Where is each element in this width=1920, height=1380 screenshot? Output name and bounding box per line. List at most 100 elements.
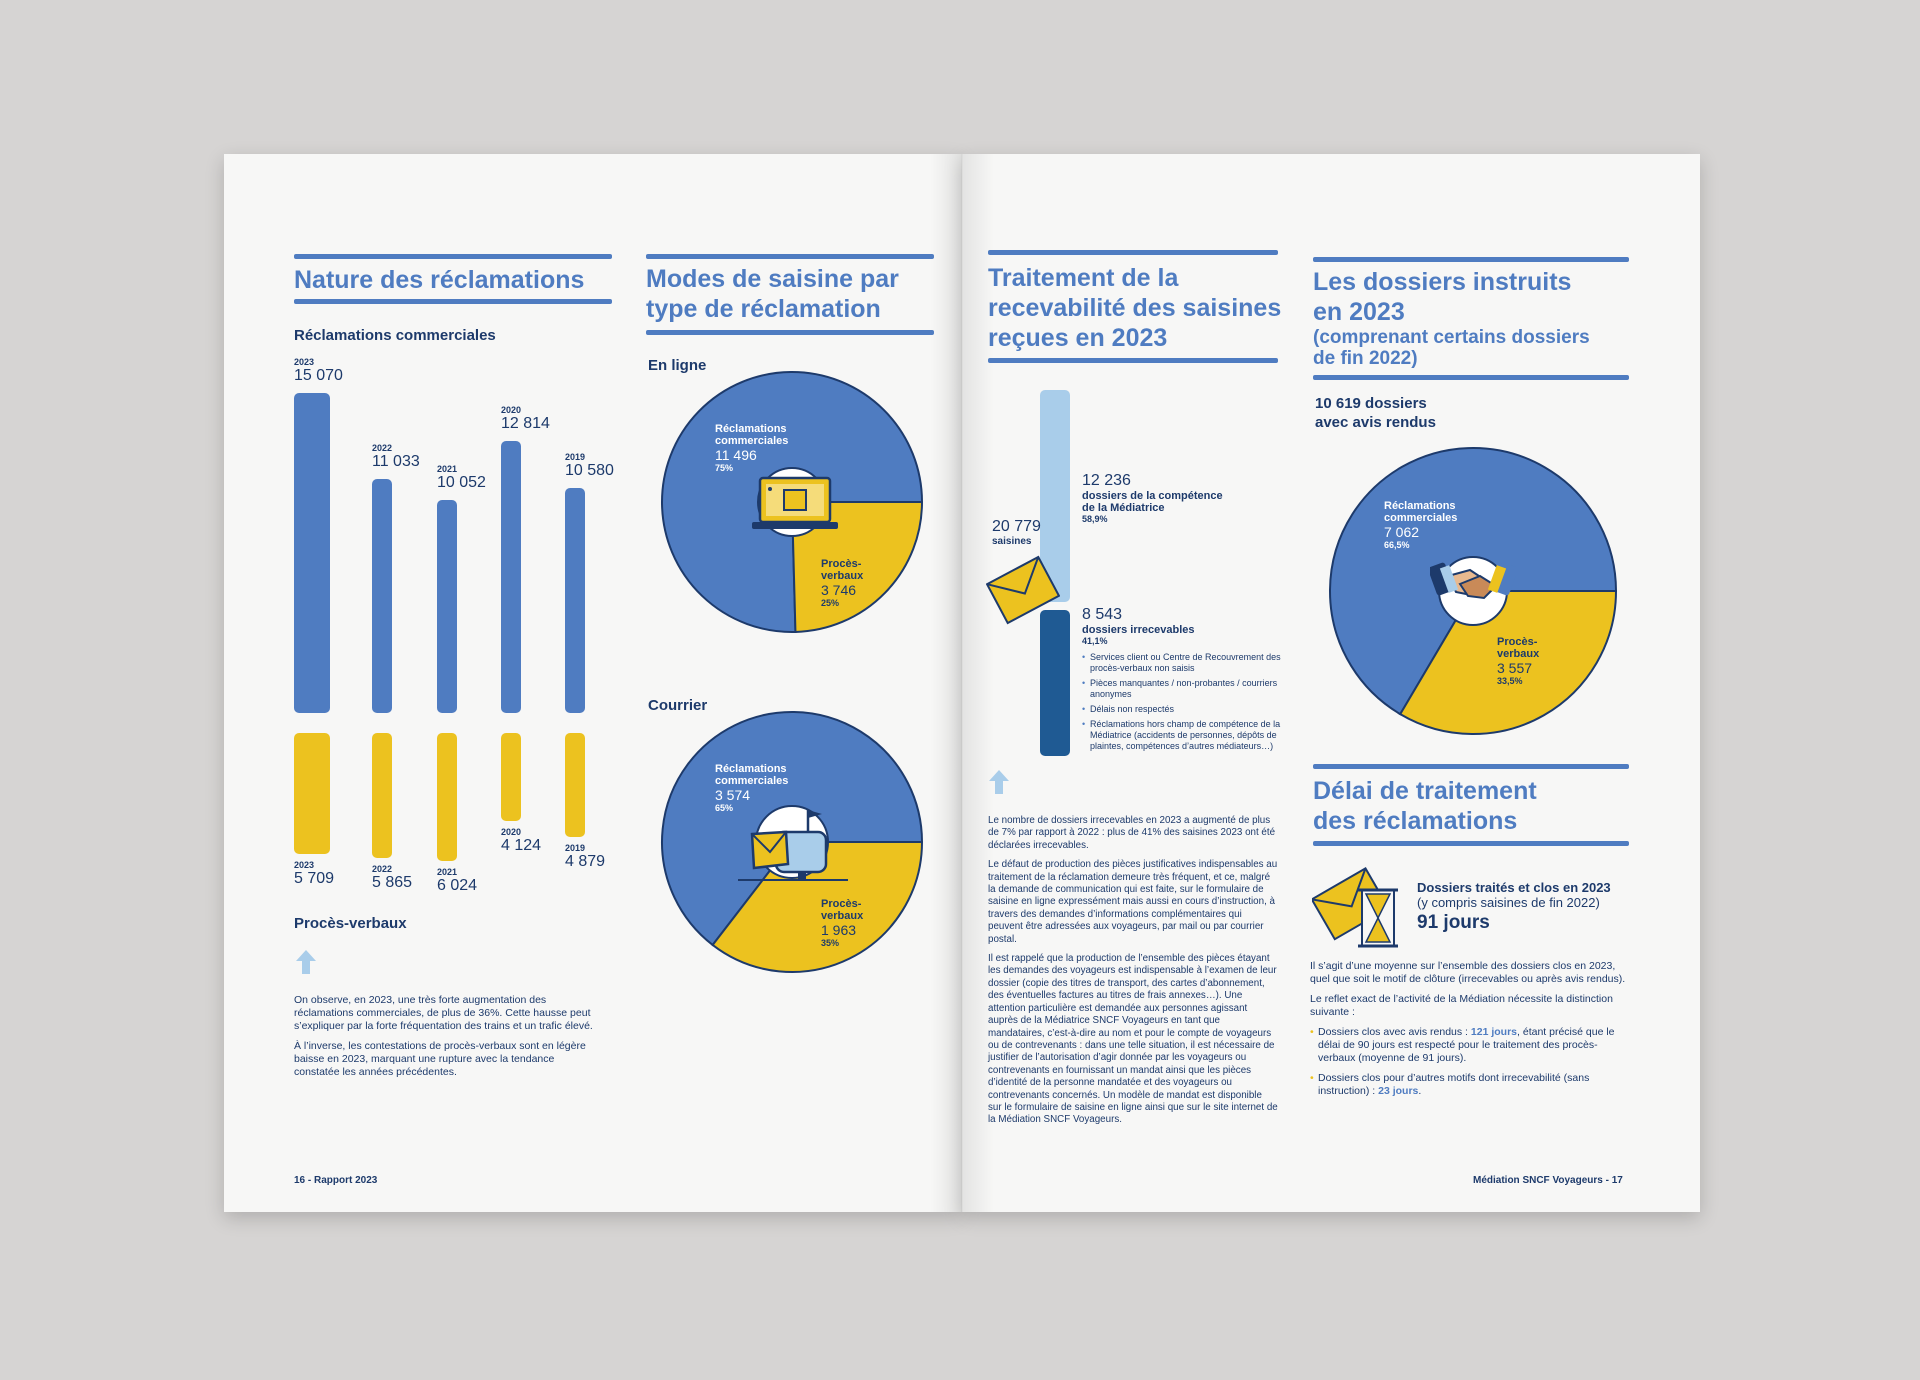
commercial-bar-value: 10 580 xyxy=(565,462,614,480)
pv-bar xyxy=(294,733,330,855)
competence-bar xyxy=(1040,390,1070,602)
delai-box-line2: (y compris saisines de fin 2022) xyxy=(1417,895,1600,910)
delai-text: Il s’agit d’une moyenne sur l’ensemble d… xyxy=(1310,960,1630,1102)
mail-pv-label-2: verbaux xyxy=(821,910,864,922)
pv-bar-year: 2021 xyxy=(437,867,458,877)
mail-pv-label-1: Procès- xyxy=(821,898,862,910)
online-pv-value: 3 746 xyxy=(821,582,857,598)
pv-bar-year: 2022 xyxy=(372,863,393,874)
commercial-bar-label: 2020 12 814 xyxy=(501,405,550,433)
nature-text: On observe, en 2023, une très forte augm… xyxy=(294,994,594,1086)
competence-value: 12 236 xyxy=(1082,472,1131,489)
dossiers-title-line1: Les dossiers instruits xyxy=(1313,268,1572,296)
online-pv-pct: 25% xyxy=(821,598,840,608)
commercial-bar xyxy=(437,499,457,713)
reason-item: Délais non respectés xyxy=(1082,704,1282,715)
delai-bullet-1-pre: Dossiers clos avec avis rendus : xyxy=(1318,1026,1471,1038)
mail-commercial-pct: 65% xyxy=(715,803,734,813)
pie-slice-pv xyxy=(711,841,924,973)
delai-title-line1: Délai de traitement xyxy=(1313,777,1537,805)
delai-bullet-2-highlight: 23 jours xyxy=(1378,1085,1419,1097)
delai-box: Dossiers traités et clos en 2023 (y comp… xyxy=(1417,880,1611,934)
irrecevable-pct: 41,1% xyxy=(1082,636,1108,646)
nature-paragraph-1: On observe, en 2023, une très forte augm… xyxy=(294,994,593,1032)
pv-bar xyxy=(565,733,585,837)
pv-bar-value: 6 024 xyxy=(437,877,478,894)
title-rule-bottom xyxy=(294,299,612,304)
pv-bar-label: 2019 4 879 xyxy=(565,843,605,871)
pv-bar xyxy=(501,733,521,821)
traitement-title: Traitement de la recevabilité des saisin… xyxy=(988,263,1281,353)
commercial-bar-year: 2019 xyxy=(565,452,586,463)
reason-item: Services client ou Centre de Recouvremen… xyxy=(1082,652,1282,674)
left-footer: 16 - Rapport 2023 xyxy=(294,1175,378,1186)
irrecevable-label: dossiers irrecevables xyxy=(1082,624,1195,636)
nature-paragraph-2: À l’inverse, les contestations de procès… xyxy=(294,1040,586,1078)
mail-pv-label: Procès- verbaux 1 963 35% xyxy=(821,898,863,948)
pv-bar-year: 2019 xyxy=(565,842,586,853)
modes-title: Modes de saisine par type de réclamation xyxy=(646,264,899,324)
nature-title: Nature des réclamations xyxy=(294,266,585,294)
dossiers-commercial-label: Réclamations commerciales 7 062 66,5% xyxy=(1384,500,1457,550)
total-value: 20 779 xyxy=(992,518,1041,535)
reason-item: Réclamations hors champ de compétence de… xyxy=(1082,719,1282,752)
commercial-bar xyxy=(294,393,330,713)
online-commercial-label-1: Réclamations xyxy=(715,423,787,435)
delai-paragraph-2: Le reflet exact de l’activité de la Médi… xyxy=(1310,993,1613,1018)
dossiers-pv-label-2: verbaux xyxy=(1497,648,1540,660)
traitement-title-line3: reçues en 2023 xyxy=(988,324,1168,352)
traitement-text: Le nombre de dossiers irrecevables en 20… xyxy=(988,815,1278,1134)
irrecevable-reasons: Services client ou Centre de Recouvremen… xyxy=(1082,652,1282,752)
irrecevable-info: 8 543 dossiers irrecevables 41,1% Servic… xyxy=(1082,606,1282,756)
delai-bullet-2-pre: Dossiers clos pour d’autres motifs dont … xyxy=(1318,1072,1590,1097)
pv-bar-label: 2023 5 709 xyxy=(294,860,334,888)
dossiers-title-line4: de fin 2022) xyxy=(1313,348,1418,369)
dossiers-title: Les dossiers instruits en 2023 (comprena… xyxy=(1313,267,1590,369)
page-gutter xyxy=(930,154,994,1212)
mail-label: Courrier xyxy=(648,697,708,714)
mail-commercial-value: 3 574 xyxy=(715,787,751,803)
traitement-rule-top xyxy=(988,250,1278,255)
handshake-icon xyxy=(1430,562,1516,600)
mail-commercial-label-1: Réclamations xyxy=(715,763,787,775)
dossiers-rule-bottom xyxy=(1313,375,1629,380)
commercial-bar-year: 2021 xyxy=(437,463,458,474)
pv-bar-label: 2021 6 024 xyxy=(437,867,477,895)
online-pv-label-2: verbaux xyxy=(821,570,864,582)
delai-box-value: 91 jours xyxy=(1417,912,1490,933)
commercial-bar-label: 2019 10 580 xyxy=(565,452,614,480)
mail-commercial-label: Réclamations commerciales 3 574 65% xyxy=(715,763,788,813)
online-label: En ligne xyxy=(648,357,707,374)
commercial-bar-label: 2021 10 052 xyxy=(437,464,486,492)
commercial-bar-value: 15 070 xyxy=(294,367,343,384)
delai-bullet-2: Dossiers clos pour d’autres motifs dont … xyxy=(1310,1072,1630,1098)
pv-bar-value: 4 879 xyxy=(565,852,606,870)
dossiers-pv-label: Procès- verbaux 3 557 33,5% xyxy=(1497,636,1539,686)
delai-title: Délai de traitement des réclamations xyxy=(1313,776,1537,836)
dossiers-count: 10 619 dossiers avec avis rendus xyxy=(1315,394,1436,432)
delai-bullet-1-post: , étant précisé que le délai de 90 jours… xyxy=(1318,1026,1615,1064)
title-rule-top xyxy=(294,254,612,259)
competence-label-1: dossiers de la compétence xyxy=(1082,490,1223,502)
dossiers-pv-value: 3 557 xyxy=(1497,660,1533,676)
pv-bar-value: 5 709 xyxy=(294,870,335,888)
commercial-bar-year: 2022 xyxy=(372,442,393,453)
traitement-title-line1: Traitement de la xyxy=(988,264,1179,292)
online-commercial-label: Réclamations commerciales 11 496 75% xyxy=(715,423,788,473)
pv-bar-value: 5 865 xyxy=(372,873,413,891)
commercial-subtitle: Réclamations commerciales xyxy=(294,327,496,344)
traitement-paragraph-1: Le nombre de dossiers irrecevables en 20… xyxy=(988,815,1276,851)
dossiers-commercial-value: 7 062 xyxy=(1384,524,1420,540)
pv-bar-label: 2022 5 865 xyxy=(372,864,412,892)
commercial-bar xyxy=(372,478,392,713)
hourglass-envelope-icon xyxy=(1312,866,1398,948)
commercial-bar-value: 12 814 xyxy=(501,414,550,432)
delai-rule-top xyxy=(1313,764,1629,769)
online-commercial-label-2: commerciales xyxy=(715,435,789,447)
delai-bullet-2-post: . xyxy=(1418,1085,1422,1097)
commercial-bar-label: 2023 15 070 xyxy=(294,357,343,385)
commercial-bar xyxy=(565,488,585,713)
online-commercial-value: 11 496 xyxy=(715,447,757,463)
modes-title-line2: type de réclamation xyxy=(646,295,881,323)
dossiers-commercial-pct: 66,5% xyxy=(1384,540,1410,550)
